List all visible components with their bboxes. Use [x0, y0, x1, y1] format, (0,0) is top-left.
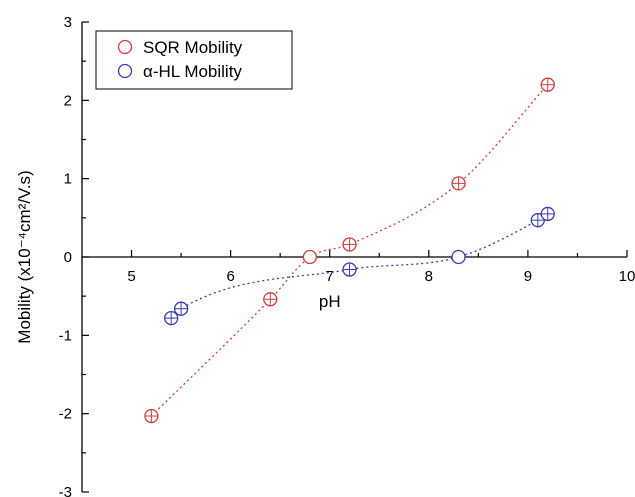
- axes: [81, 22, 627, 492]
- point-marker: [451, 249, 466, 265]
- y-tick-label: 3: [64, 14, 72, 31]
- data-point-0: [342, 237, 357, 252]
- y-tick-label: -3: [59, 484, 72, 497]
- legend-label-sqr: SQR Mobility: [143, 38, 243, 57]
- point-marker: [302, 249, 318, 265]
- x-tick-label: 6: [226, 268, 234, 285]
- x-tick-label: 7: [326, 268, 334, 285]
- y-axis-title: Mobility (x10⁻⁴cm²/V.s): [15, 170, 34, 343]
- y-tick-label: -1: [59, 327, 72, 344]
- data-markers: [144, 77, 555, 424]
- legend-marker-sqr: [117, 39, 133, 55]
- data-point-1: [540, 206, 555, 222]
- x-tick-label: 8: [425, 268, 433, 285]
- data-point-0: [540, 77, 555, 92]
- data-point-0: [302, 249, 318, 265]
- x-tick-label: 10: [619, 268, 635, 285]
- legend-marker-ahl: [117, 63, 133, 79]
- y-tick-label: 2: [64, 92, 72, 109]
- x-tick-label: 5: [127, 268, 135, 285]
- legend: SQR Mobility α-HL Mobility: [95, 30, 293, 90]
- y-tick-label: -2: [59, 406, 72, 423]
- x-axis-title: pH: [319, 292, 341, 311]
- data-point-1: [451, 249, 466, 265]
- fit-curve-1: [170, 213, 549, 319]
- data-point-0: [451, 176, 466, 191]
- data-point-1: [173, 301, 189, 316]
- x-tick-label: 9: [524, 268, 532, 285]
- data-point-1: [164, 310, 179, 326]
- legend-box: [95, 30, 293, 90]
- fit-curve-0: [150, 84, 549, 417]
- y-tick-marks: 3 2 1 0 -1 -2 -3: [59, 14, 89, 497]
- y-tick-label: 0: [64, 249, 72, 266]
- data-point-1: [342, 262, 357, 277]
- legend-label-ahl: α-HL Mobility: [143, 62, 242, 81]
- data-point-0: [263, 292, 278, 307]
- y-tick-label: 1: [64, 171, 72, 188]
- x-tick-marks: 5 6 7 8 9 10: [127, 250, 635, 285]
- data-point-0: [144, 408, 159, 424]
